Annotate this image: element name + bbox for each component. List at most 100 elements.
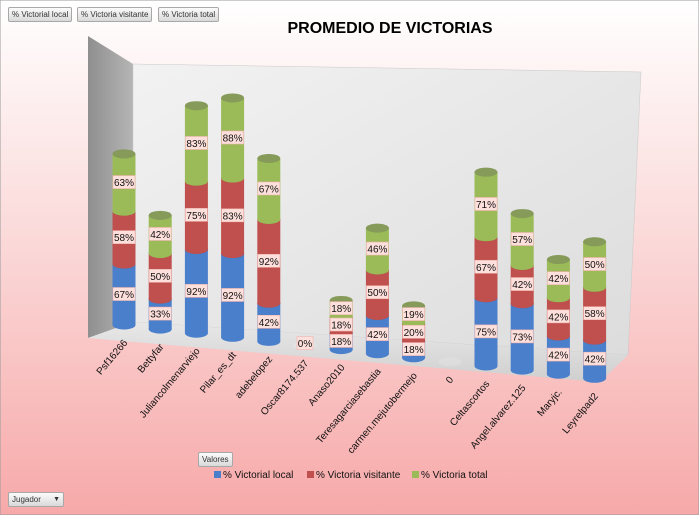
data-label: 50%: [366, 285, 389, 299]
data-label: 42%: [257, 314, 281, 329]
field-button-total[interactable]: % Victoria total: [158, 7, 220, 22]
svg-text:20%: 20%: [404, 328, 424, 339]
bar-cap: [510, 209, 534, 219]
svg-text:18%: 18%: [404, 345, 424, 356]
svg-text:88%: 88%: [223, 134, 243, 145]
data-label: 58%: [583, 306, 606, 320]
data-label: 50%: [583, 257, 606, 271]
bar-cap: [546, 255, 570, 265]
chevron-down-icon: ▼: [53, 496, 60, 503]
svg-text:63%: 63%: [114, 178, 134, 189]
svg-text:18%: 18%: [331, 304, 351, 315]
svg-text:46%: 46%: [367, 245, 387, 256]
svg-text:42%: 42%: [259, 318, 279, 329]
data-label: 67%: [257, 181, 281, 195]
svg-text:71%: 71%: [476, 200, 496, 211]
data-label: 18%: [329, 317, 353, 332]
svg-text:67%: 67%: [259, 184, 279, 195]
legend-item: % Victoria visitante: [307, 470, 401, 481]
data-label: 0%: [296, 336, 314, 350]
jugador-button[interactable]: Jugador ▼: [8, 492, 64, 507]
data-label: 63%: [112, 175, 136, 189]
svg-text:19%: 19%: [404, 310, 424, 321]
data-label: 42%: [366, 327, 389, 341]
data-label: 67%: [112, 287, 136, 301]
data-label: 42%: [547, 309, 570, 323]
data-label: 57%: [510, 232, 534, 246]
legend-label: % Victoria total: [421, 470, 488, 481]
data-label: 42%: [510, 277, 534, 291]
bar-stack[interactable]: [257, 153, 281, 346]
legend-swatch: [412, 471, 419, 478]
legend-label: % Victoria visitante: [316, 470, 401, 481]
data-label: 42%: [547, 271, 570, 285]
svg-text:50%: 50%: [150, 272, 170, 283]
svg-text:75%: 75%: [186, 211, 206, 222]
svg-text:18%: 18%: [331, 337, 351, 348]
chart-title: PROMEDIO DE VICTORIAS: [287, 20, 492, 37]
data-label: 42%: [583, 351, 606, 366]
svg-text:42%: 42%: [150, 230, 170, 241]
data-label: 50%: [148, 269, 172, 283]
bar-segment[interactable]: [112, 149, 136, 216]
svg-text:33%: 33%: [150, 310, 170, 321]
svg-text:42%: 42%: [548, 274, 568, 285]
data-label: 19%: [402, 307, 425, 321]
jugador-label: Jugador: [12, 495, 41, 504]
svg-text:58%: 58%: [114, 233, 134, 244]
svg-text:42%: 42%: [512, 280, 532, 291]
data-label: 75%: [474, 324, 498, 338]
legend-swatch: [307, 471, 314, 478]
svg-text:42%: 42%: [548, 351, 568, 362]
data-label: 92%: [221, 288, 244, 302]
bar-cap: [221, 93, 245, 103]
data-label: 18%: [329, 334, 353, 348]
data-label: 58%: [112, 230, 136, 244]
svg-text:50%: 50%: [367, 288, 387, 299]
data-label: 71%: [474, 197, 498, 211]
bar-cap: [112, 149, 136, 159]
svg-text:67%: 67%: [114, 290, 134, 301]
data-label: 20%: [402, 325, 425, 339]
valores-button[interactable]: Valores: [198, 452, 233, 467]
svg-text:67%: 67%: [476, 263, 496, 274]
svg-text:75%: 75%: [476, 327, 496, 338]
bar-stack[interactable]: [438, 357, 462, 367]
data-label: 92%: [257, 254, 281, 268]
svg-text:58%: 58%: [585, 309, 605, 320]
svg-text:50%: 50%: [585, 260, 605, 271]
svg-text:18%: 18%: [331, 321, 351, 332]
bar-cap: [365, 223, 389, 233]
bar-cap: [583, 237, 607, 247]
bar-cap: [474, 167, 498, 177]
data-label: 92%: [185, 284, 208, 298]
bar-stack[interactable]: [221, 93, 245, 342]
data-label: 83%: [185, 136, 208, 150]
legend-item: % Victoria total: [412, 470, 488, 481]
data-label: 33%: [148, 306, 172, 321]
bar-cap: [184, 101, 208, 111]
data-label: 18%: [402, 342, 425, 356]
svg-text:92%: 92%: [223, 291, 243, 302]
bar-segment[interactable]: [148, 210, 172, 259]
svg-text:92%: 92%: [259, 257, 279, 268]
field-button-local[interactable]: % Victorial local: [8, 7, 73, 22]
data-label: 88%: [221, 130, 244, 145]
legend-label: % Victorial local: [223, 470, 293, 481]
data-label: 67%: [474, 259, 498, 274]
svg-text:83%: 83%: [223, 211, 243, 222]
svg-text:0%: 0%: [298, 339, 313, 350]
svg-text:92%: 92%: [186, 287, 206, 298]
legend-swatch: [214, 471, 221, 478]
field-button-visitante[interactable]: % Victoria visitante: [77, 7, 153, 22]
bar-cap: [257, 153, 281, 163]
svg-text:73%: 73%: [512, 332, 532, 343]
legend-item: % Victorial local: [214, 470, 293, 481]
legend: % Victorial local % Victoria visitante % V…: [214, 470, 488, 481]
data-label: 83%: [221, 208, 244, 222]
bar-cap: [438, 357, 462, 367]
data-label: 18%: [329, 301, 353, 315]
data-label: 42%: [547, 347, 570, 362]
svg-text:57%: 57%: [512, 235, 532, 246]
